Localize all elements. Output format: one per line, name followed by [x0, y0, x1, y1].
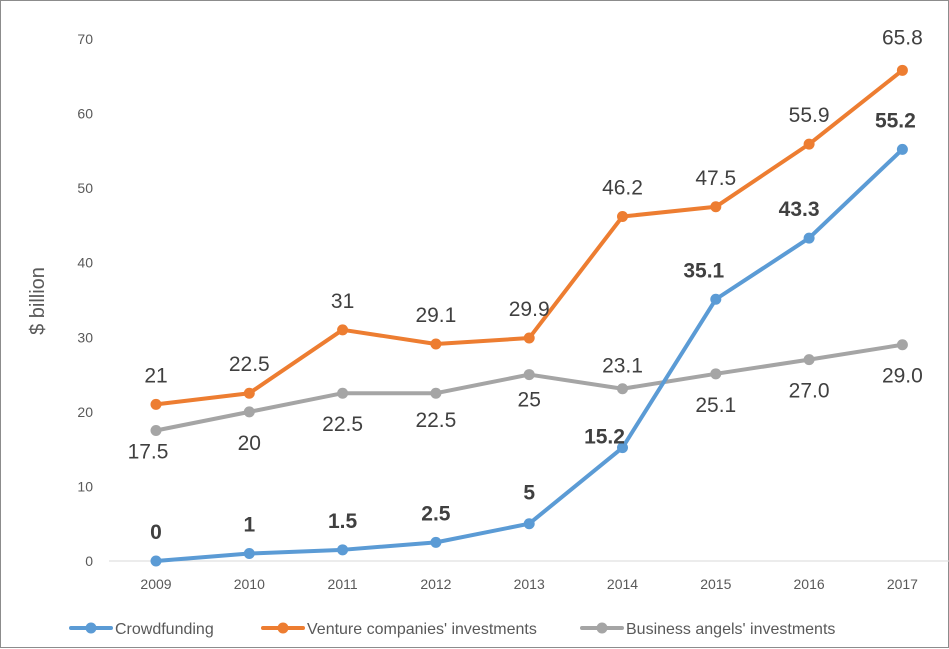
data-label: 1.5 [328, 510, 358, 533]
data-point [523, 332, 535, 344]
data-point [896, 143, 908, 155]
data-label: 22.5 [322, 413, 363, 436]
data-point [243, 387, 255, 399]
data-label: 25 [518, 389, 541, 412]
y-tick-label: 0 [85, 553, 93, 569]
data-label: 47.5 [695, 167, 736, 190]
legend-label: Business angels' investments [626, 621, 835, 638]
data-label: 20 [238, 432, 261, 455]
data-point [150, 425, 162, 436]
legend-marker [277, 622, 289, 634]
y-tick-label: 60 [77, 106, 93, 122]
x-axis-ticks: 2009 2010 2011 2012 2013 2014 2015 2016 2017 [140, 576, 918, 592]
legend-label: Crowdfunding [115, 621, 214, 638]
x-tick-label: 2010 [234, 576, 265, 592]
y-tick-label: 10 [77, 478, 93, 494]
data-label: 15.2 [584, 426, 625, 449]
data-point [803, 354, 815, 366]
data-label: 29.0 [882, 365, 923, 388]
data-label: 31 [331, 290, 354, 313]
data-point [803, 138, 815, 150]
data-point [337, 544, 349, 556]
data-point [430, 338, 442, 350]
data-label: 22.5 [229, 353, 270, 376]
data-point [710, 201, 722, 213]
data-label: 22.5 [415, 409, 456, 432]
data-label: 2.5 [421, 502, 451, 525]
y-axis-title: $ billion [27, 267, 49, 335]
data-label: 25.1 [695, 394, 736, 417]
x-tick-label: 2014 [607, 576, 638, 592]
legend-marker [596, 622, 608, 634]
data-label: 29.1 [415, 304, 456, 327]
data-label: 55.9 [789, 104, 830, 127]
x-tick-label: 2012 [420, 576, 451, 592]
data-point [617, 442, 628, 454]
data-point [430, 536, 442, 548]
data-point [430, 387, 442, 399]
y-tick-label: 30 [77, 329, 93, 345]
data-point [617, 210, 628, 222]
x-tick-label: 2015 [700, 576, 731, 592]
data-point [523, 369, 535, 381]
data-label: 55.2 [875, 109, 916, 132]
data-label: 27.0 [789, 380, 830, 403]
x-tick-label: 2009 [140, 576, 171, 592]
y-tick-label: 70 [77, 31, 93, 47]
x-tick-label: 2011 [328, 576, 358, 592]
series-layer [150, 64, 908, 567]
legend-marker [85, 622, 97, 634]
data-point [803, 232, 815, 244]
data-label: 35.1 [683, 259, 724, 282]
legend: Crowdfunding Venture companies' investmen… [69, 621, 835, 638]
x-tick-label: 2016 [794, 576, 825, 592]
data-point [896, 339, 908, 351]
x-tick-label: 2013 [514, 576, 545, 592]
data-point [710, 368, 722, 380]
data-point [337, 324, 349, 336]
data-point [243, 406, 255, 418]
y-axis-ticks: 0 10 20 30 40 50 60 70 [77, 31, 93, 569]
data-label: 46.2 [602, 176, 643, 199]
data-label: 21 [144, 364, 167, 387]
y-tick-label: 50 [77, 180, 93, 196]
data-label: 29.9 [509, 298, 550, 321]
legend-label: Venture companies' investments [307, 621, 537, 638]
data-point [896, 64, 908, 76]
data-point [243, 548, 255, 560]
data-label-layer: 0 1 1.5 2.5 5 15.2 35.1 43.3 55.2 21 22.5 31 29.1 29.… [128, 26, 923, 544]
data-label: 0 [150, 521, 162, 544]
data-label: 23.1 [602, 355, 643, 378]
data-label: 43.3 [779, 198, 820, 221]
y-tick-label: 40 [77, 255, 93, 271]
data-label: 65.8 [882, 26, 923, 49]
data-point [617, 383, 628, 395]
x-tick-label: 2017 [887, 576, 918, 592]
data-point [150, 555, 162, 567]
data-label: 17.5 [128, 441, 169, 464]
data-label: 1 [243, 514, 255, 537]
data-point [710, 293, 722, 305]
data-point [523, 518, 535, 530]
y-tick-label: 20 [77, 404, 93, 420]
data-point [337, 387, 349, 399]
data-label: 5 [523, 482, 535, 505]
data-point [150, 398, 162, 410]
